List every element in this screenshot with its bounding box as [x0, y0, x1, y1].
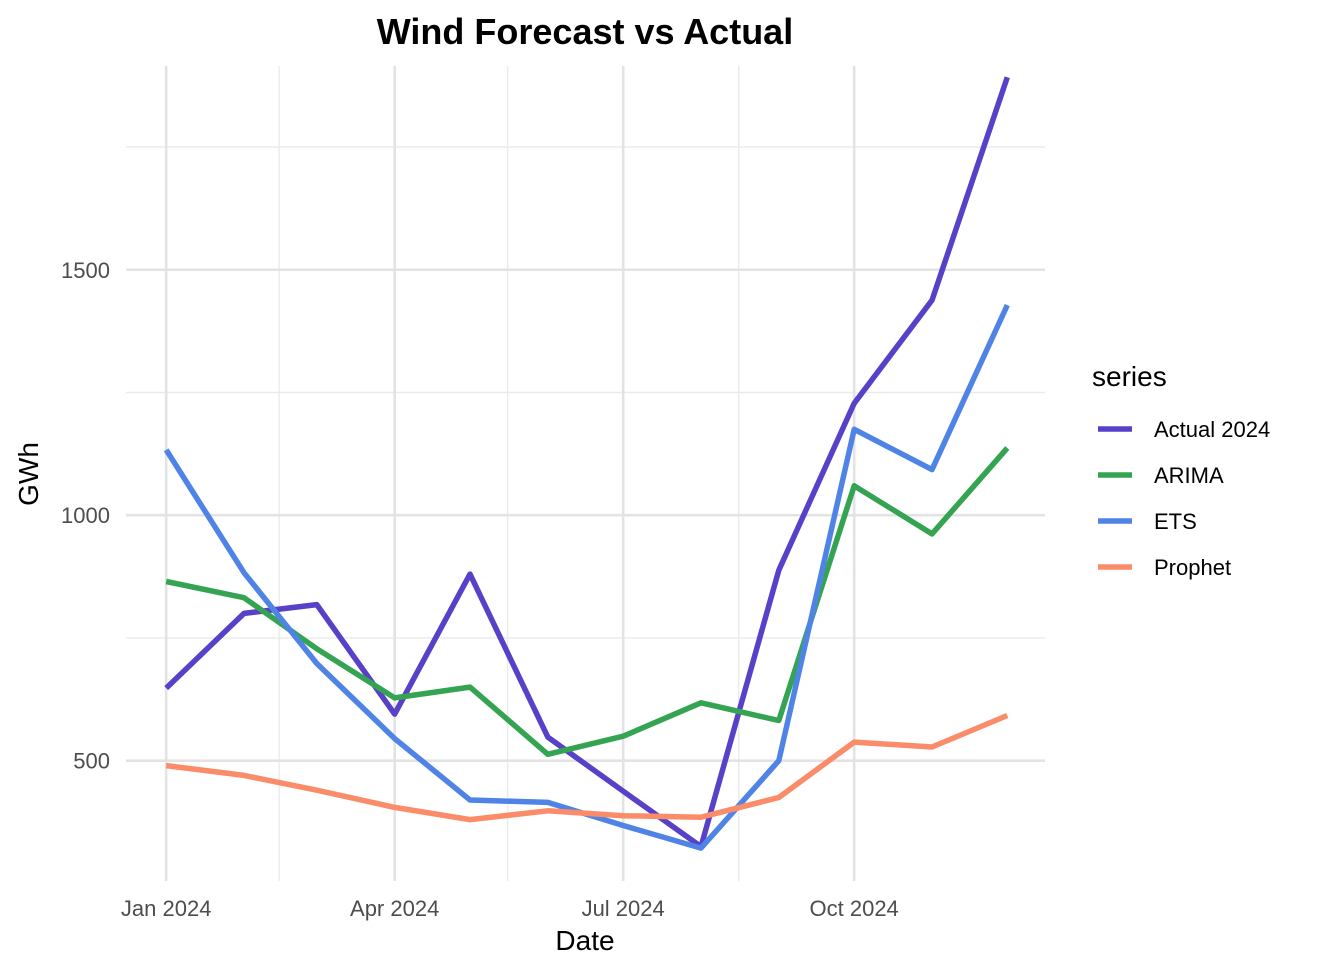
y-tick-label: 1000 [61, 503, 110, 528]
legend-label: Actual 2024 [1154, 417, 1270, 442]
x-tick-label: Apr 2024 [350, 896, 439, 921]
y-axis-ticks: 500 1000 1500 [61, 258, 110, 774]
y-tick-label: 500 [73, 749, 110, 774]
legend: series Actual 2024 ARIMA ETS Prophet [1092, 361, 1270, 580]
x-axis-title: Date [555, 925, 614, 956]
chart-title: Wind Forecast vs Actual [377, 11, 793, 52]
series-line-actual-2024 [164, 76, 1010, 850]
y-axis-title: GWh [13, 442, 44, 506]
x-tick-label: Jul 2024 [582, 896, 665, 921]
y-tick-label: 1500 [61, 258, 110, 283]
legend-label: ETS [1154, 509, 1197, 534]
series-line-arima [165, 446, 1010, 758]
legend-label: Prophet [1154, 555, 1231, 580]
legend-title: series [1092, 361, 1167, 392]
legend-label: ARIMA [1154, 463, 1224, 488]
series-line-prophet [165, 712, 1009, 823]
series-lines [163, 76, 1010, 851]
x-tick-label: Jan 2024 [121, 896, 212, 921]
x-tick-label: Oct 2024 [810, 896, 899, 921]
x-axis-ticks: Jan 2024 Apr 2024 Jul 2024 Oct 2024 [121, 896, 899, 921]
grid [126, 66, 1045, 881]
